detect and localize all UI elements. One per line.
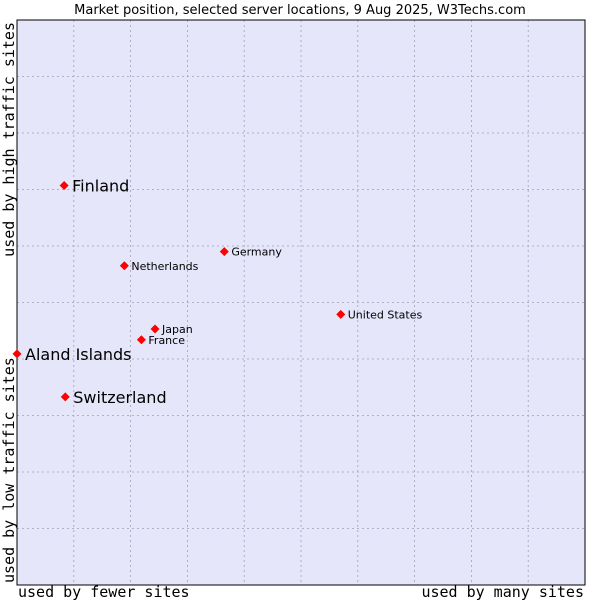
- point-marker: [219, 247, 229, 257]
- data-points: Finland Aland Islands Switzerland Germany Ne…: [12, 177, 423, 407]
- point-marker: [336, 309, 346, 319]
- point-marker: [119, 261, 129, 271]
- data-point-finland: Finland: [59, 177, 129, 196]
- chart-title: Market position, selected server locatio…: [74, 3, 526, 18]
- x-axis-label-right: used by many sites: [421, 583, 584, 600]
- data-point-france: France: [136, 334, 185, 347]
- point-label: Aland Islands: [25, 345, 132, 364]
- point-label: United States: [348, 308, 423, 321]
- y-axis-label-top: used by high traffic sites: [0, 22, 18, 257]
- point-marker: [12, 349, 22, 359]
- point-label: Germany: [231, 246, 282, 259]
- grid-lines: [17, 20, 585, 585]
- data-point-netherlands: Netherlands: [119, 260, 199, 273]
- x-axis-label-left: used by fewer sites: [18, 583, 190, 600]
- point-marker: [136, 335, 146, 345]
- point-label: Japan: [161, 323, 193, 336]
- point-label: Finland: [72, 177, 129, 196]
- y-axis-label-bottom: used by low traffic sites: [0, 357, 18, 583]
- data-point-aland-islands: Aland Islands: [12, 345, 132, 364]
- point-label: Switzerland: [73, 388, 166, 407]
- data-point-switzerland: Switzerland: [60, 388, 167, 407]
- plot-border: [16, 19, 586, 586]
- data-point-united-states: United States: [336, 308, 423, 321]
- point-marker: [60, 392, 70, 402]
- point-marker: [150, 324, 160, 334]
- point-label: France: [148, 334, 185, 347]
- data-point-germany: Germany: [219, 246, 282, 259]
- data-point-japan: Japan: [150, 323, 193, 336]
- point-label: Netherlands: [131, 260, 198, 273]
- point-marker: [59, 181, 69, 191]
